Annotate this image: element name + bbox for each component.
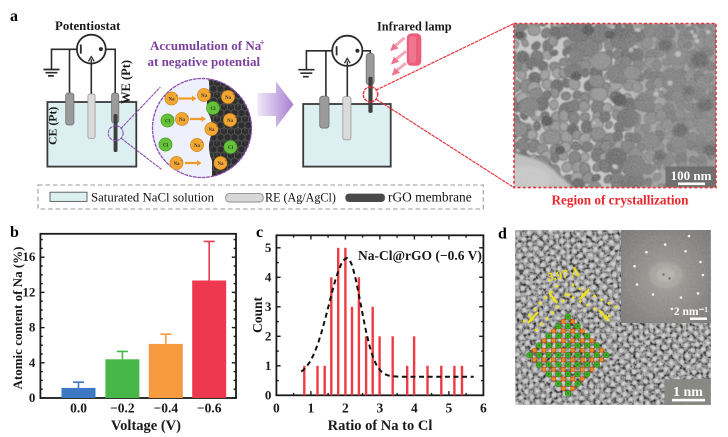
svg-text:+: + — [181, 159, 183, 163]
svg-text:4: 4 — [29, 355, 36, 370]
svg-text:Cl: Cl — [163, 143, 169, 148]
svg-text:Cl: Cl — [165, 119, 171, 124]
svg-text:Na: Na — [217, 162, 224, 167]
svg-text:Voltage (V): Voltage (V) — [111, 418, 181, 434]
svg-text:-: - — [235, 142, 237, 147]
svg-text:0: 0 — [265, 387, 272, 402]
svg-text:Cl: Cl — [228, 146, 234, 151]
svg-text:2: 2 — [265, 328, 272, 343]
svg-text:4: 4 — [265, 269, 272, 284]
svg-text:Na: Na — [168, 97, 175, 102]
svg-text:5: 5 — [446, 401, 453, 416]
svg-text:Na-Cl@rGO (−0.6 V): Na-Cl@rGO (−0.6 V) — [358, 248, 482, 263]
svg-text:+: + — [201, 141, 203, 145]
svg-text:8: 8 — [29, 320, 36, 335]
svg-text:+: + — [260, 38, 265, 48]
svg-text:3: 3 — [265, 299, 272, 314]
svg-text:Saturated NaCl solution: Saturated NaCl solution — [91, 190, 215, 204]
svg-text:Potentiostat: Potentiostat — [55, 19, 121, 33]
svg-text:1: 1 — [265, 358, 272, 373]
svg-text:CE (Pt): CE (Pt) — [46, 107, 60, 145]
svg-text:Na: Na — [173, 162, 180, 167]
svg-text:-: - — [217, 103, 219, 108]
svg-text:RE (Ag/AgCl): RE (Ag/AgCl) — [265, 190, 336, 204]
svg-text:c: c — [256, 224, 263, 241]
svg-text:+: + — [232, 93, 234, 97]
svg-text:2: 2 — [342, 401, 349, 416]
svg-text:d: d — [498, 226, 507, 243]
svg-text:Na: Na — [179, 118, 186, 123]
svg-text:2 nm⁻¹: 2 nm⁻¹ — [674, 306, 708, 318]
svg-text:rGO membrane: rGO membrane — [388, 189, 472, 204]
svg-text:+: + — [208, 91, 210, 95]
svg-text:a: a — [10, 8, 18, 25]
svg-text:Na: Na — [201, 94, 208, 99]
svg-text:−0.2: −0.2 — [110, 401, 135, 416]
svg-text:Atomic content of Na (%): Atomic content of Na (%) — [10, 247, 25, 390]
svg-text:Na: Na — [227, 119, 234, 124]
svg-text:4: 4 — [411, 401, 418, 416]
svg-text:−0.6: −0.6 — [197, 401, 222, 416]
svg-text:Count: Count — [250, 296, 265, 333]
svg-text:1: 1 — [308, 401, 315, 416]
svg-text:+: + — [225, 159, 227, 163]
svg-text:at negative potential: at negative potential — [148, 54, 261, 69]
svg-text:16: 16 — [22, 249, 36, 264]
svg-text:3.97 Å: 3.97 Å — [546, 265, 581, 284]
svg-text:Region of crystallization: Region of crystallization — [552, 193, 690, 208]
svg-text:Infrared lamp: Infrared lamp — [377, 20, 452, 34]
svg-text:+: + — [186, 115, 188, 119]
svg-text:Cl: Cl — [211, 107, 217, 112]
svg-text:0: 0 — [273, 401, 280, 416]
svg-text:5: 5 — [265, 240, 272, 255]
svg-text:3: 3 — [377, 401, 384, 416]
svg-text:Na: Na — [225, 96, 232, 101]
svg-text:1 nm: 1 nm — [673, 385, 703, 400]
svg-text:Na: Na — [208, 128, 215, 133]
svg-text:WE (Pt): WE (Pt) — [119, 60, 133, 104]
svg-text:Ratio of Na to Cl: Ratio of Na to Cl — [328, 418, 433, 434]
svg-text:Na: Na — [194, 144, 201, 149]
svg-text:100 nm: 100 nm — [671, 168, 712, 183]
svg-text:6: 6 — [480, 401, 487, 416]
svg-text:−0.4: −0.4 — [154, 401, 179, 416]
svg-text:-: - — [172, 115, 174, 120]
svg-text:+: + — [176, 94, 178, 98]
svg-text:12: 12 — [22, 284, 35, 299]
svg-text:+: + — [216, 125, 218, 129]
svg-text:0.0: 0.0 — [70, 401, 87, 416]
svg-text:Accumulation of Na: Accumulation of Na — [150, 38, 262, 53]
svg-text:+: + — [234, 116, 236, 120]
svg-text:-: - — [170, 139, 172, 144]
svg-text:b: b — [10, 224, 19, 241]
svg-text:0: 0 — [29, 390, 36, 405]
